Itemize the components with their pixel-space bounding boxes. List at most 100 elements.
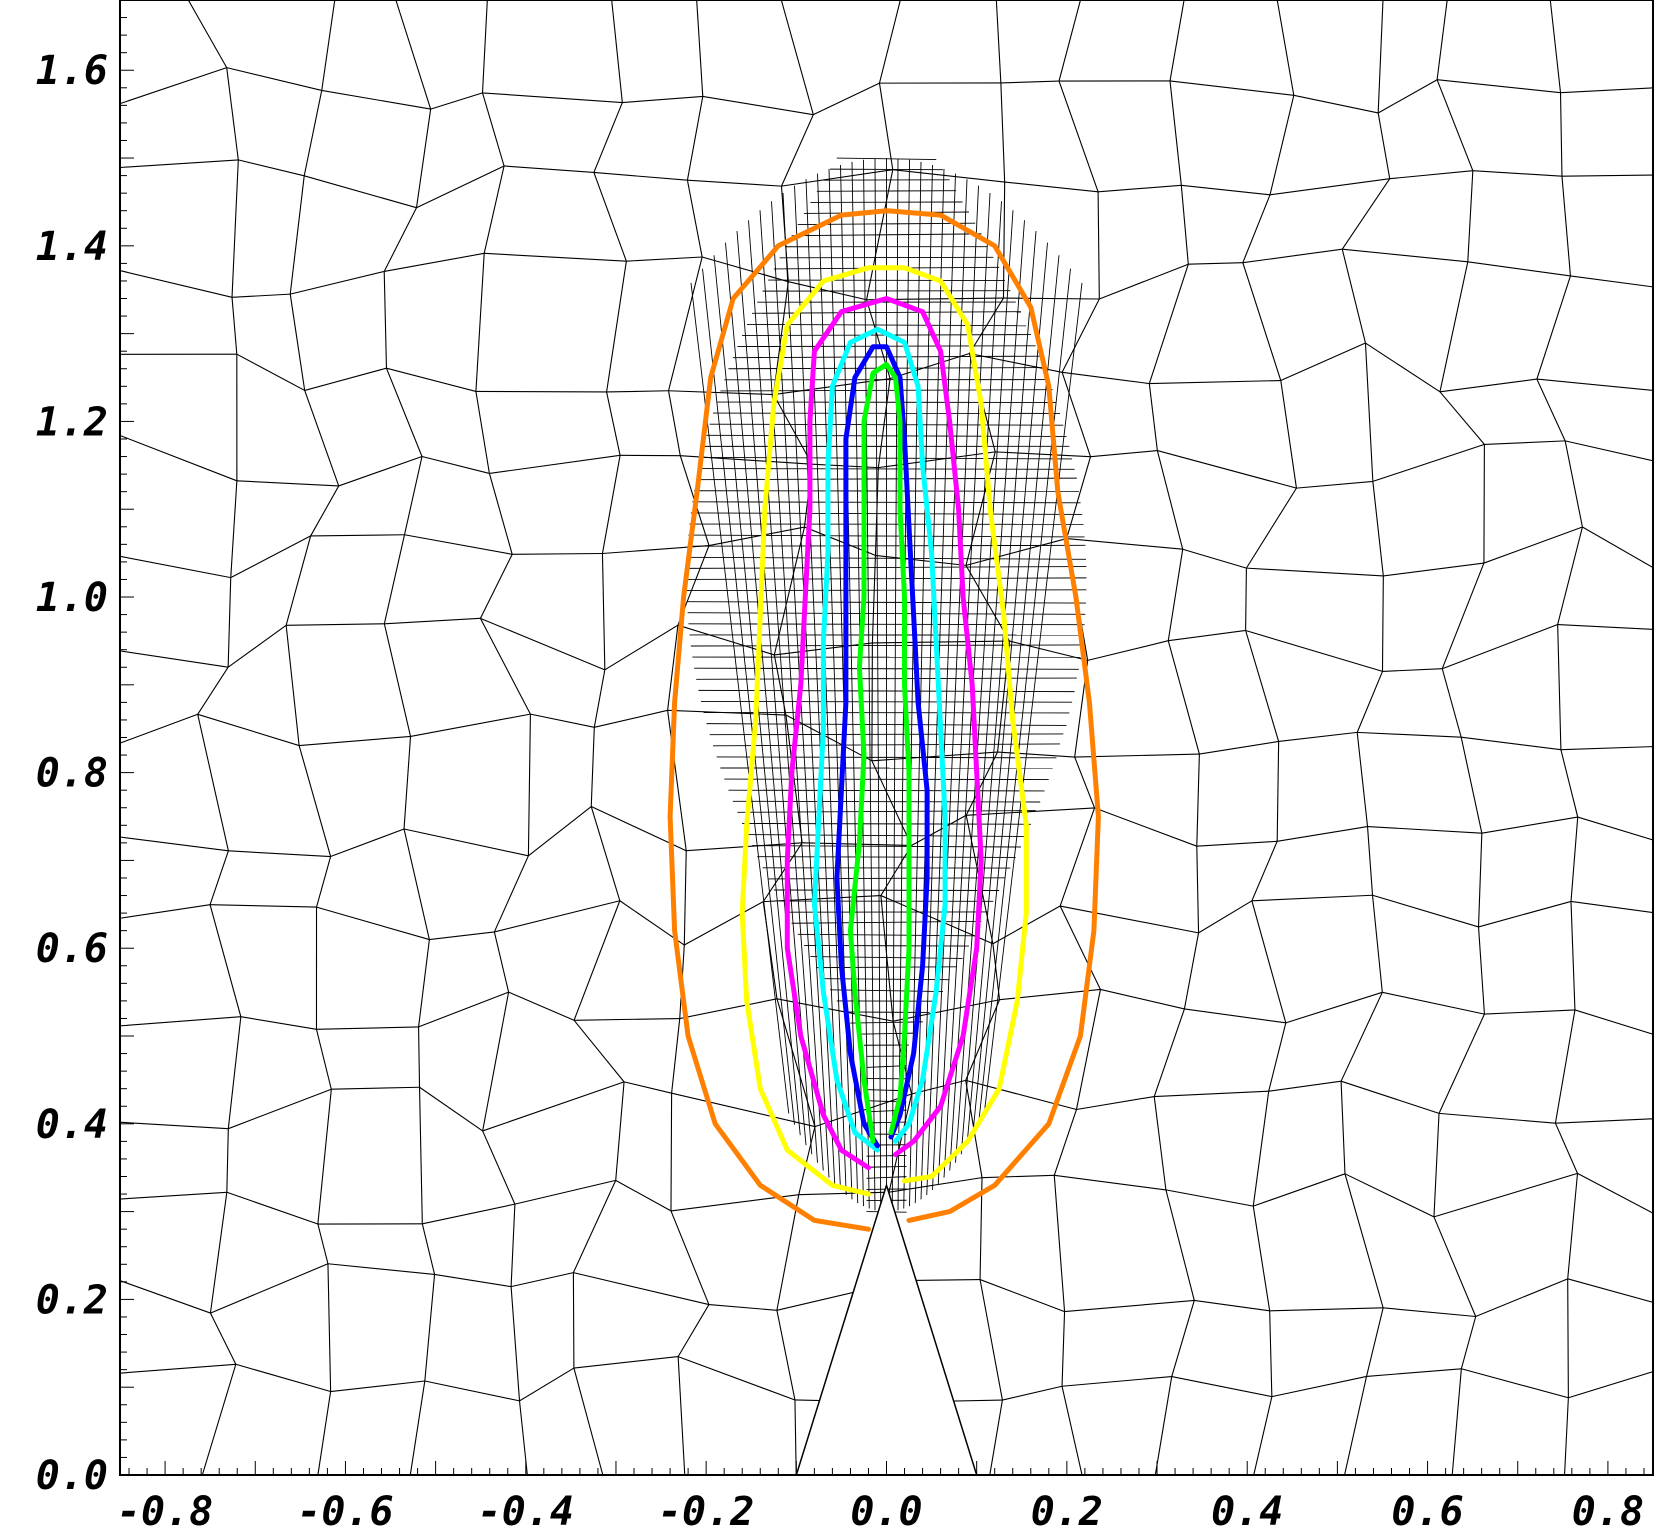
mesh-edge	[684, 901, 764, 946]
mesh-edge	[383, 271, 387, 369]
x-tick-label: 0.6	[1391, 1489, 1463, 1533]
mesh-edge	[1372, 443, 1485, 482]
mesh-edge	[1268, 1022, 1287, 1092]
mesh-edge	[1196, 846, 1200, 933]
mesh-edge	[668, 390, 774, 396]
mesh-edge	[1366, 1368, 1462, 1377]
mesh-edge	[1377, 112, 1391, 179]
mesh-edge	[228, 850, 331, 858]
mesh-edge	[1183, 932, 1200, 1010]
mesh-edge	[1561, 174, 1654, 177]
mesh-edge	[510, 1272, 574, 1288]
mesh-edge	[409, 1380, 426, 1476]
mesh-edge	[482, 991, 510, 1132]
mesh-edge	[1194, 1299, 1270, 1312]
mesh-edge	[1053, 1175, 1066, 1312]
mesh-edge	[488, 473, 513, 555]
fine-mesh-column	[759, 210, 824, 1171]
x-axis-tick-labels: -0.8 -0.6 -0.4 -0.2 0.0 0.2 0.4 0.6 0.8	[117, 1489, 1644, 1533]
mesh-edge	[702, 256, 789, 283]
mesh-edge	[1582, 526, 1654, 569]
mesh-edge	[1251, 900, 1287, 1023]
mesh-edge	[231, 159, 239, 298]
mesh-edge	[315, 1029, 332, 1090]
y-tick-label: 1.2	[36, 399, 108, 445]
mesh-edge	[696, 0, 704, 97]
mesh-edge	[1381, 575, 1384, 672]
mesh-edge	[1004, 181, 1099, 193]
mesh-edge	[424, 1274, 436, 1382]
fine-mesh-column	[748, 220, 818, 1163]
mesh-edge	[1000, 82, 1006, 183]
mesh-edge	[1058, 0, 1082, 82]
mesh-edge	[776, 1194, 800, 1311]
mesh-edge	[1554, 1122, 1579, 1174]
mesh-edge	[479, 554, 513, 619]
mesh-edge	[403, 456, 423, 535]
mesh-edge	[1557, 623, 1654, 630]
mesh-edge	[310, 534, 405, 537]
y-tick-label: 0.0	[36, 1453, 108, 1499]
mesh-edge	[1439, 391, 1485, 445]
mesh-edge	[626, 256, 703, 262]
mesh-edge	[119, 650, 229, 668]
mesh-edge	[1280, 342, 1366, 382]
mesh-edge	[1371, 895, 1383, 993]
mesh-edge	[573, 900, 621, 1021]
mesh-edge	[1461, 1368, 1569, 1399]
mesh-edge	[303, 90, 323, 176]
mesh-edge	[622, 95, 703, 104]
mesh-edge	[1475, 1278, 1568, 1318]
mesh-edge	[383, 623, 412, 737]
fine-mesh-column	[874, 158, 882, 1212]
mesh-edge	[1549, 0, 1562, 93]
mesh-edge	[1567, 1278, 1654, 1303]
mesh-edge	[235, 1363, 331, 1393]
mesh-edge	[1276, 0, 1295, 96]
mesh-edge	[230, 535, 311, 579]
mesh-edge	[119, 159, 239, 169]
mesh-edge	[889, 352, 970, 380]
mesh-edge	[1171, 1376, 1272, 1398]
mesh-edge	[209, 1192, 228, 1314]
x-tick-label: 0.8	[1572, 1489, 1644, 1533]
mesh-edge	[1439, 378, 1537, 393]
mesh-edge	[1157, 450, 1297, 489]
mesh-edge	[1148, 264, 1189, 384]
mesh-edge	[1365, 342, 1441, 393]
mesh-edge	[1344, 1173, 1384, 1308]
y-tick-label: 1.0	[36, 575, 108, 621]
fine-mesh-column	[960, 231, 1037, 1155]
mesh-edge	[1389, 170, 1473, 180]
mesh-edge	[327, 1263, 332, 1392]
mesh-edge	[226, 67, 322, 91]
mesh-edge	[780, 114, 814, 187]
mesh-edge	[1003, 297, 1100, 300]
mesh-edge	[1377, 79, 1438, 114]
mesh-edge	[386, 367, 477, 392]
mesh-edge	[1165, 1189, 1195, 1301]
y-tick-label: 1.4	[36, 224, 108, 270]
mesh-edge	[1277, 826, 1368, 842]
mesh-edge	[1269, 95, 1295, 195]
mesh-edge	[781, 169, 893, 187]
mesh-edge	[210, 904, 317, 908]
mesh-edge	[317, 1223, 329, 1264]
mesh-edge	[1439, 261, 1469, 392]
mesh-edge	[1438, 1112, 1556, 1124]
mesh-edge	[780, 0, 814, 115]
mesh-edge	[1554, 1009, 1576, 1124]
mesh-edge	[418, 1087, 423, 1224]
x-tick-label: 0.0	[850, 1489, 922, 1533]
mesh-edge	[316, 906, 430, 941]
x-tick-label: -0.4	[478, 1489, 574, 1533]
mesh-edge	[1094, 807, 1197, 847]
mesh-edge	[289, 294, 306, 391]
mesh-edge	[1377, 0, 1384, 113]
mesh-edge	[240, 1016, 317, 1030]
mesh-edge	[667, 256, 703, 391]
mesh-edge	[615, 1179, 672, 1212]
mesh-edge	[1372, 894, 1479, 928]
mesh-edge	[504, 165, 594, 174]
mesh-edge	[475, 253, 485, 392]
